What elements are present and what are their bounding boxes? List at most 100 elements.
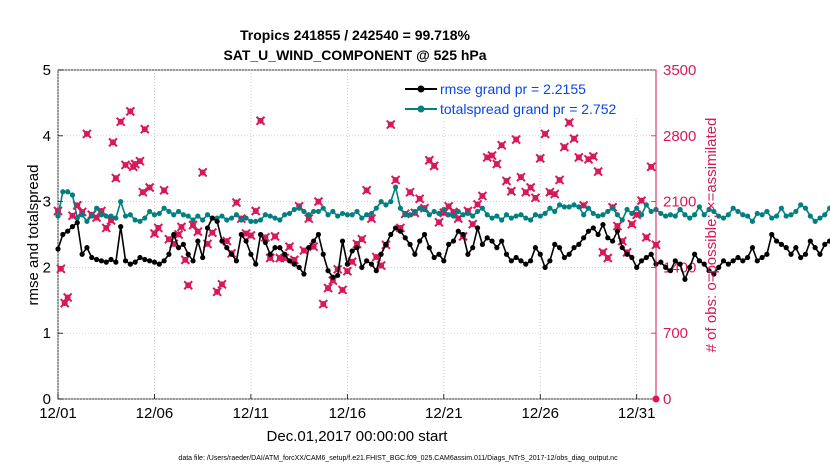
series-point-totalspread xyxy=(175,208,182,215)
series-point-totalspread xyxy=(79,212,85,218)
series-point-totalspread xyxy=(267,213,273,219)
series-point-totalspread xyxy=(291,206,297,213)
y-tick-label-left: 1 xyxy=(43,325,51,342)
series-point-rmse xyxy=(151,259,158,265)
series-point-rmse xyxy=(132,259,138,265)
grid xyxy=(57,69,656,400)
obs-count-point xyxy=(337,285,348,295)
obs-count-point xyxy=(540,129,550,139)
series-point-rmse xyxy=(701,261,707,267)
obs-count-point xyxy=(149,228,160,239)
series-point-totalspread xyxy=(412,208,418,215)
series-point-totalspread xyxy=(431,208,437,215)
obs-count-point xyxy=(588,151,599,162)
series-point-rmse xyxy=(474,225,481,231)
series-point-rmse xyxy=(470,245,476,251)
series-point-totalspread xyxy=(421,206,428,213)
series-point-totalspread xyxy=(450,213,457,219)
series-point-rmse xyxy=(691,251,698,257)
series-point-totalspread xyxy=(339,210,346,217)
series-point-rmse xyxy=(185,251,191,257)
obs-count-point xyxy=(386,119,396,130)
series-point-rmse xyxy=(224,245,230,251)
series-point-totalspread xyxy=(151,212,158,218)
obs-count-point xyxy=(188,220,198,230)
series-point-totalspread xyxy=(523,215,529,221)
series-point-totalspread xyxy=(629,210,635,217)
series-point-totalspread xyxy=(479,205,485,211)
series-point-rmse xyxy=(484,235,490,241)
series-point-totalspread xyxy=(118,199,124,205)
series-point-rmse xyxy=(431,254,437,261)
series-point-totalspread xyxy=(65,189,71,195)
series-point-totalspread xyxy=(108,213,114,219)
series-point-totalspread xyxy=(204,212,211,218)
obs-count-point xyxy=(342,266,353,276)
series-point-totalspread xyxy=(720,215,727,221)
series-point-rmse xyxy=(171,231,177,238)
series-point-rmse xyxy=(730,258,736,264)
series-point-totalspread xyxy=(364,212,370,218)
series-point-totalspread xyxy=(359,215,365,221)
obs-count-point xyxy=(115,116,126,127)
series-point-totalspread xyxy=(224,217,230,223)
series-point-totalspread xyxy=(614,212,621,218)
y-axis-left-label: rmse and totalspread xyxy=(25,165,42,306)
series-point-rmse xyxy=(773,238,780,244)
obs-count-point xyxy=(361,185,372,196)
obs-count-point xyxy=(183,280,193,290)
obs-count-point xyxy=(284,242,295,252)
obs-count-point xyxy=(390,175,401,185)
series-point-rmse xyxy=(204,225,211,231)
series-point-totalspread xyxy=(576,204,582,210)
series-point-totalspread xyxy=(605,208,611,215)
series-point-rmse xyxy=(706,268,712,274)
series-point-totalspread xyxy=(581,212,587,218)
series-point-rmse xyxy=(754,258,760,264)
obs-count-point xyxy=(516,172,526,182)
series-point-rmse xyxy=(118,224,124,230)
legend: rmse grand pr = 2.2155 totalspread grand… xyxy=(404,72,650,118)
series-point-rmse xyxy=(229,251,235,257)
series-point-totalspread xyxy=(764,208,770,215)
series-point-rmse xyxy=(354,245,360,251)
obs-count-point xyxy=(108,137,118,148)
series-point-totalspread xyxy=(330,208,336,215)
series-point-totalspread xyxy=(55,213,61,219)
series-point-rmse xyxy=(687,264,693,270)
obs-count-point xyxy=(125,106,136,117)
series-point-totalspread xyxy=(455,208,461,215)
series-point-rmse xyxy=(542,264,548,270)
series-point-totalspread xyxy=(229,215,235,221)
y-tick-label-right: 3500 xyxy=(663,62,696,79)
series-point-totalspread xyxy=(725,212,731,218)
obs-count-point xyxy=(646,162,656,172)
y-tick-label-left: 3 xyxy=(43,194,51,211)
series-point-rmse xyxy=(69,224,76,230)
series-point-rmse xyxy=(368,261,375,267)
series-point-rmse xyxy=(798,254,804,261)
series-point-totalspread xyxy=(489,215,495,221)
obs-count-point xyxy=(603,253,613,263)
series-point-rmse xyxy=(716,264,722,270)
series-point-totalspread xyxy=(773,213,780,219)
series-point-totalspread xyxy=(407,212,413,218)
series-point-rmse xyxy=(552,241,558,247)
obs-count-point xyxy=(270,231,280,242)
series-point-totalspread xyxy=(528,217,534,223)
series-point-rmse xyxy=(238,231,244,238)
series-point-rmse xyxy=(561,254,567,261)
series-point-totalspread xyxy=(701,212,707,218)
series-point-rmse xyxy=(286,258,293,264)
series-point-rmse xyxy=(802,251,809,257)
series-point-totalspread xyxy=(561,204,567,210)
series-point-rmse xyxy=(344,261,350,267)
series-point-rmse xyxy=(696,258,703,264)
series-point-rmse xyxy=(282,251,288,257)
obs-count-point xyxy=(564,117,574,128)
series-point-rmse xyxy=(585,228,592,234)
series-point-rmse xyxy=(749,245,756,251)
series-point-rmse xyxy=(812,245,818,251)
series-point-rmse xyxy=(793,245,799,251)
series-point-totalspread xyxy=(74,215,80,221)
